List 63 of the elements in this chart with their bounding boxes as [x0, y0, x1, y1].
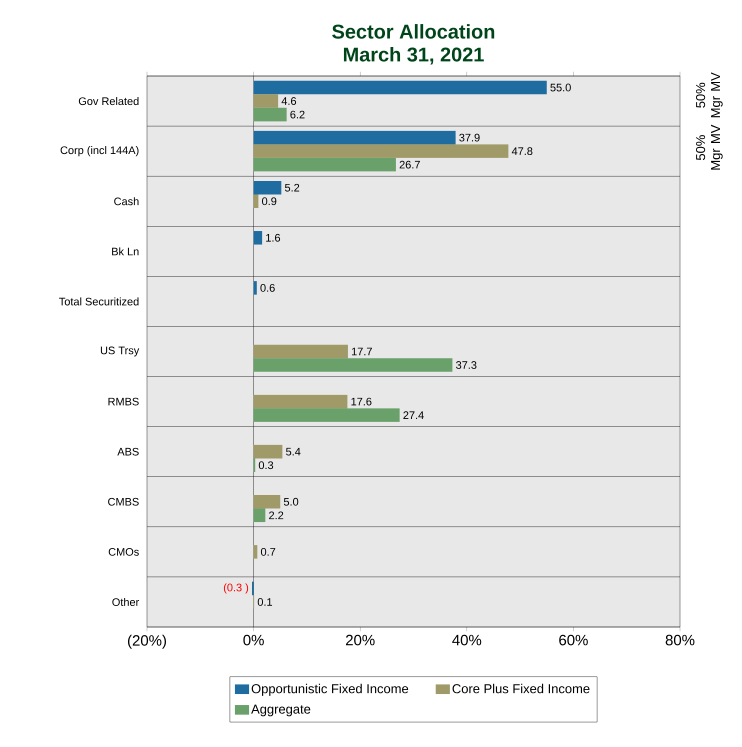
legend-label: Core Plus Fixed Income: [452, 684, 590, 694]
bar: [254, 444, 282, 458]
x-tick-label: (20%): [128, 634, 166, 649]
data-label: 0.6: [260, 284, 275, 292]
x-tick-label: 20%: [346, 634, 375, 646]
chart-subtitle: March 31, 2021: [344, 46, 484, 64]
data-label: 5.4: [286, 448, 300, 456]
y-tick-label: Total Securitized: [59, 297, 138, 306]
y-tick-label: Bk Ln: [112, 247, 138, 256]
data-label: 0.1: [258, 598, 272, 606]
data-label: (0.3 ): [224, 583, 248, 594]
data-label: 17.6: [351, 398, 372, 406]
y-tick-label: Gov Related: [78, 97, 139, 106]
y-tick-label: CMOs: [108, 548, 139, 556]
bar: [254, 281, 257, 295]
data-label: 37.9: [459, 134, 480, 142]
data-label: 37.3: [456, 361, 476, 369]
x-tick-label: 60%: [559, 634, 588, 646]
x-tick-label: 80%: [666, 634, 694, 646]
y-tick-label: Corp (incl 144A): [60, 146, 139, 156]
data-label: 0.7: [260, 548, 276, 556]
data-label: 4.6: [282, 97, 296, 105]
data-label: 55.0: [550, 84, 571, 92]
data-label: 2.2: [269, 511, 284, 520]
y-tick-label: Cash: [114, 197, 139, 206]
y-tick-label: ABS: [117, 448, 139, 456]
bar: [254, 545, 258, 559]
data-label: 26.7: [400, 160, 420, 169]
bar: [254, 130, 456, 144]
y-tick-label: CMBS: [108, 498, 139, 506]
bar: [254, 495, 280, 509]
bar: [254, 394, 348, 408]
bar: [254, 508, 266, 522]
bar: [254, 194, 258, 208]
bar: [254, 108, 287, 122]
bar: [254, 231, 262, 245]
legend-label: Opportunistic Fixed Income: [252, 684, 408, 696]
data-label: 27.4: [403, 411, 424, 419]
data-label: 0.9: [262, 197, 276, 206]
data-label: 0.3: [258, 461, 274, 470]
text: 50% Mgr MV: [696, 124, 723, 170]
data-label: 47.8: [512, 147, 532, 156]
data-label: 6.2: [290, 110, 305, 118]
data-label: 17.7: [352, 348, 372, 356]
data-label: 5.0: [284, 498, 298, 506]
chart-title: Sector Allocation: [332, 24, 494, 39]
text: 50% Mgr MV: [696, 72, 723, 118]
y-tick-label: US Trsy: [100, 346, 140, 356]
bar: [254, 158, 396, 172]
x-tick-label: 0%: [243, 634, 264, 646]
bar: [254, 344, 348, 358]
legend-label: Aggregate: [251, 704, 310, 716]
y-tick-label: Other: [112, 598, 140, 606]
bar: [254, 80, 547, 94]
bar: [254, 358, 452, 372]
x-tick-label: 40%: [452, 634, 482, 646]
bar: [254, 144, 508, 158]
bar: [254, 180, 282, 194]
data-label: 1.6: [266, 234, 280, 242]
bar: [254, 94, 278, 108]
data-label: 5.2: [284, 184, 300, 192]
bar: [254, 408, 400, 422]
y-tick-label: RMBS: [108, 398, 139, 406]
